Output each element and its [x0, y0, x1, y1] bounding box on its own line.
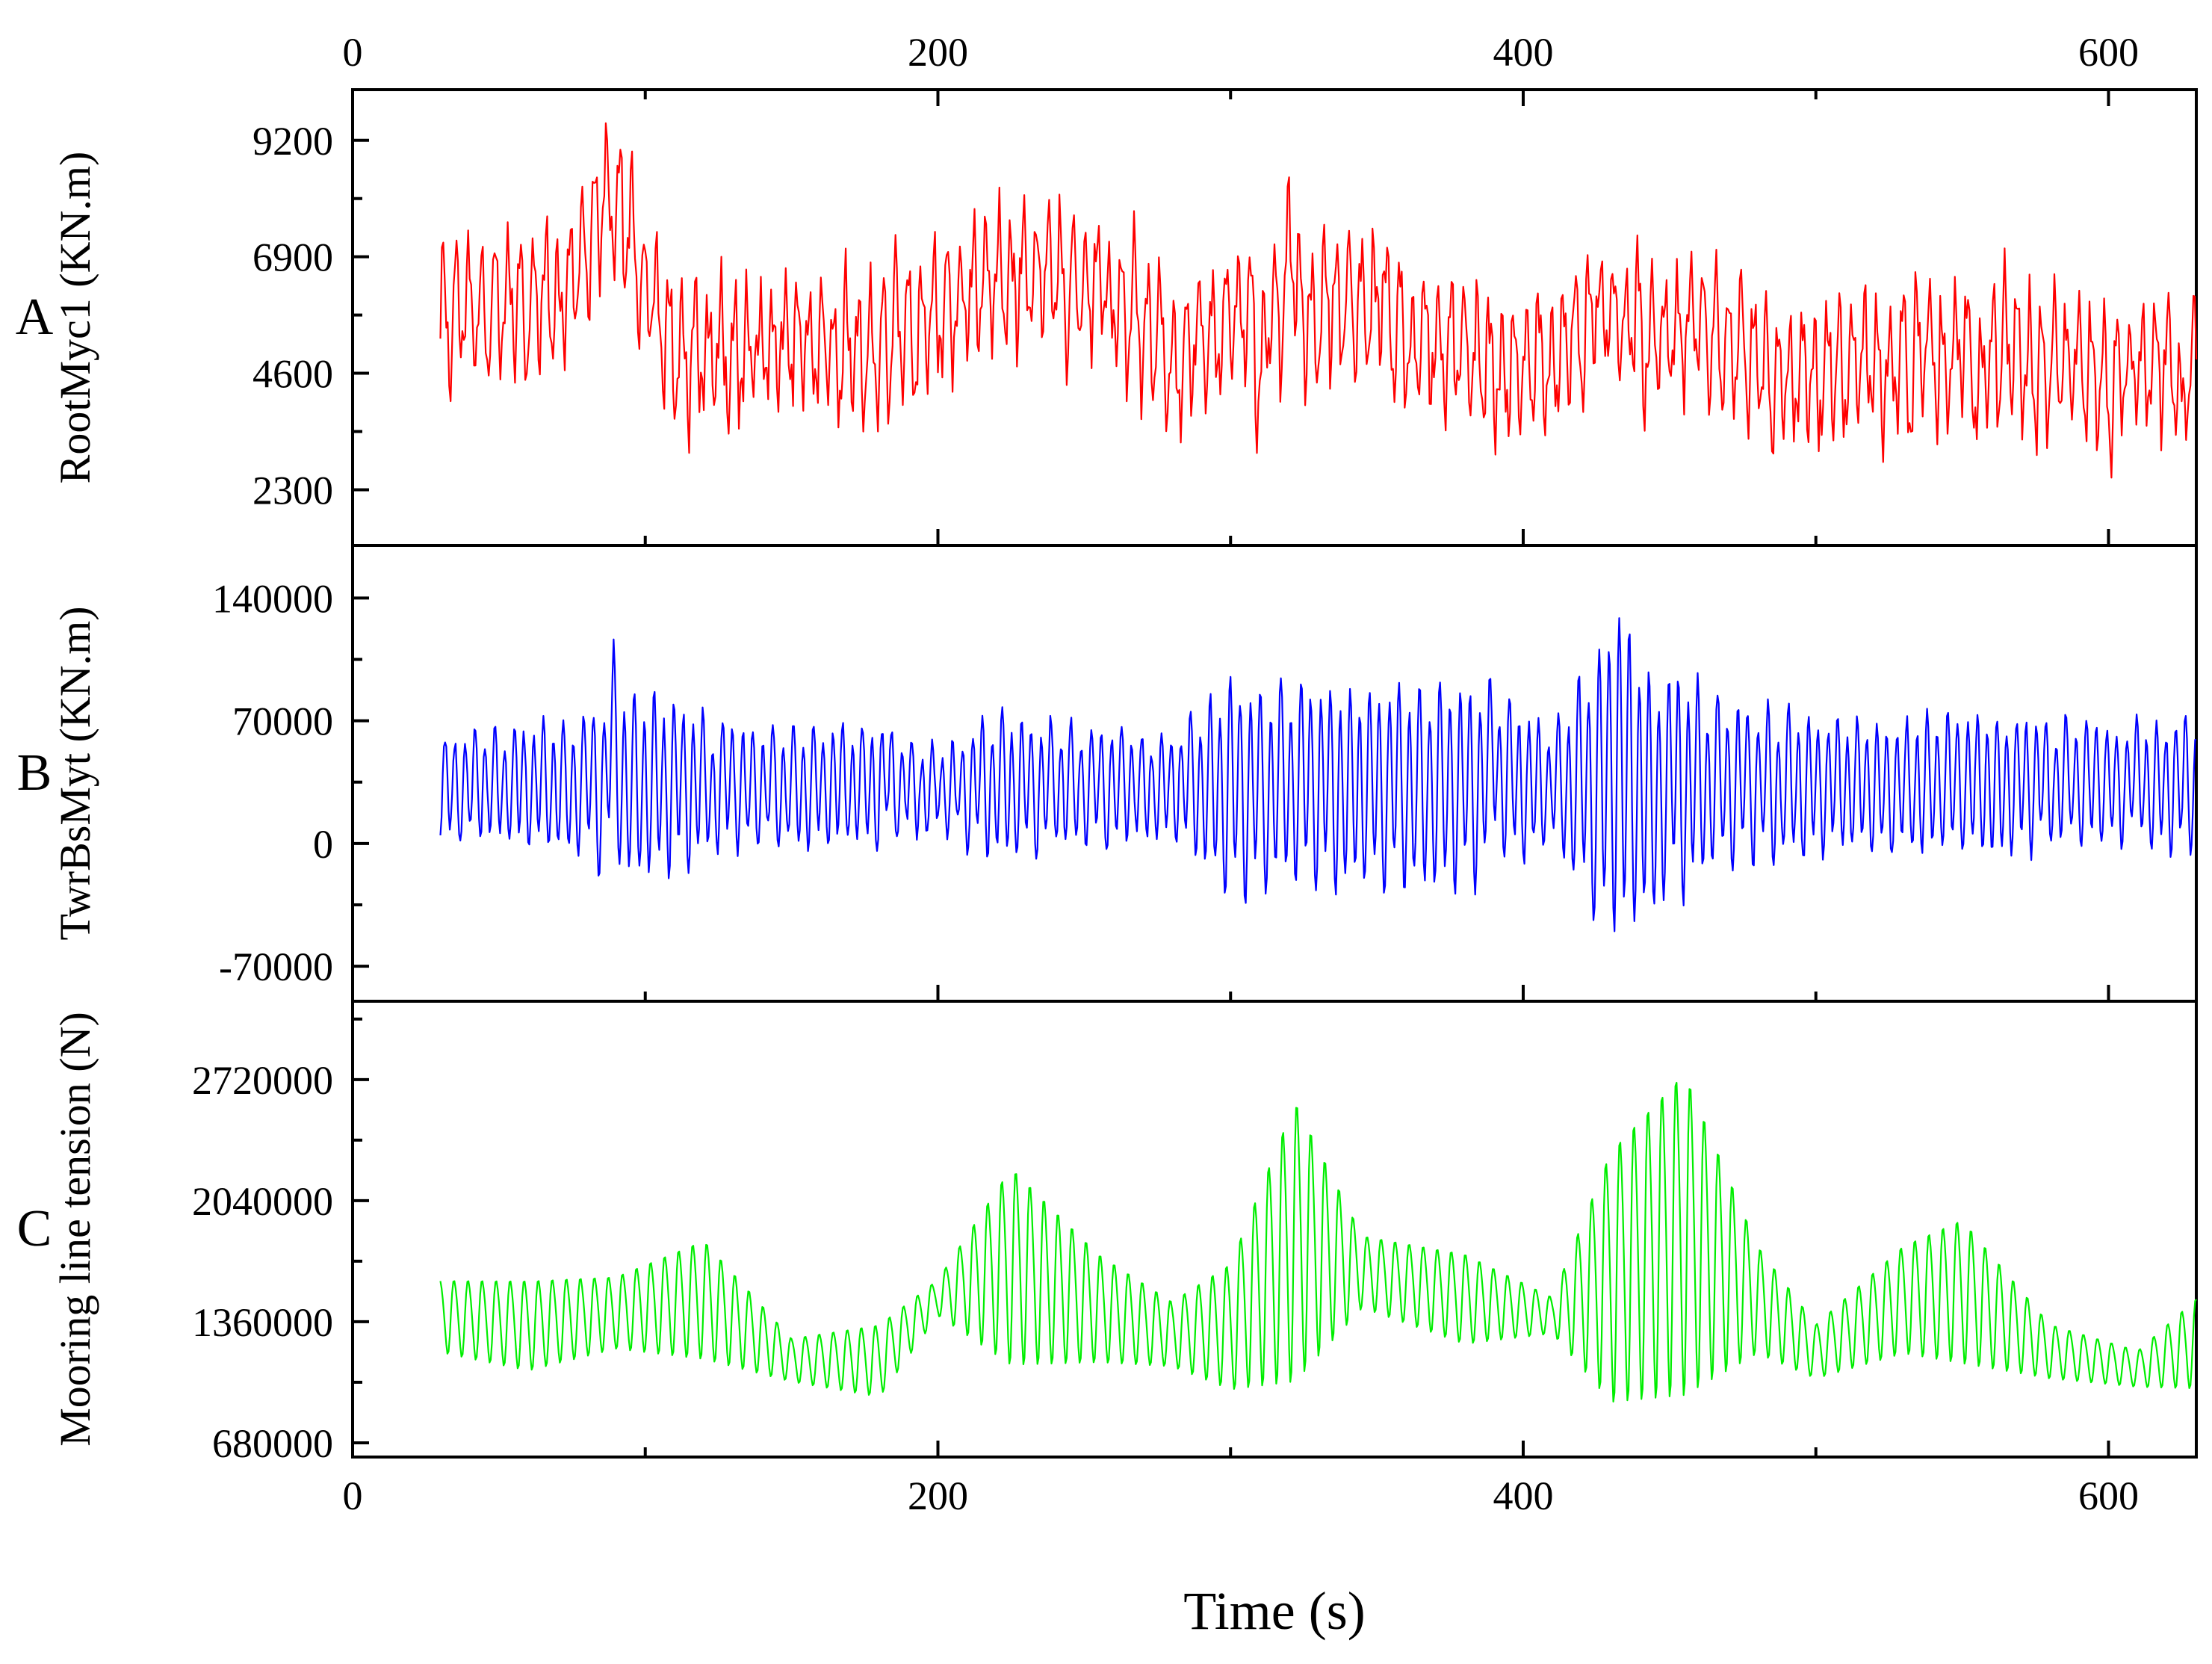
panel-C-y-axis-title: Mooring line tension (N) [51, 1012, 99, 1447]
top-x-tick-label-200: 200 [908, 30, 968, 75]
panel-A-y-tick-label: 6900 [253, 235, 333, 280]
bottom-x-tick-label-600: 600 [2078, 1473, 2139, 1518]
panel-B-y-tick-label: 70000 [232, 699, 333, 744]
panel-A-y-tick-label: 2300 [253, 468, 333, 513]
panel-letter-C: C [17, 1200, 52, 1258]
top-x-tick-label-600: 600 [2078, 30, 2139, 75]
bottom-x-tick-label-0: 0 [343, 1473, 363, 1518]
panel-letter-A: A [16, 288, 54, 346]
bottom-x-tick-label-200: 200 [908, 1473, 968, 1518]
panel-B-y-tick-label: -70000 [219, 944, 333, 989]
panel-C-y-tick-label: 2040000 [192, 1179, 333, 1224]
panel-letter-B: B [17, 744, 52, 802]
panel-C-y-tick-label: 2720000 [192, 1058, 333, 1103]
top-x-tick-label-400: 400 [1493, 30, 1553, 75]
panel-A-y-tick-label: 4600 [253, 352, 333, 397]
panel-C-series-line-0 [439, 1081, 2197, 1402]
panel-B-series-line-0 [439, 617, 2197, 932]
x-axis-title: Time (s) [1183, 1581, 1365, 1641]
panel-B-y-axis-title: TwrBsMyt (KN.m) [51, 606, 99, 940]
panel-B-y-tick-label: 0 [313, 822, 333, 867]
panel-C-y-tick-label: 1360000 [192, 1300, 333, 1345]
panel-A-y-tick-label: 9200 [253, 119, 333, 164]
panel-C-y-tick-label: 680000 [212, 1421, 333, 1466]
panel-B-y-tick-label: 140000 [212, 576, 333, 621]
panel-A-series-line-0 [439, 122, 2198, 479]
panel-C-frame [351, 1000, 2198, 1459]
panel-A-frame [351, 88, 2198, 547]
panel-B-frame [351, 544, 2198, 1003]
panel-A-y-axis-title: RootMyc1 (KN.m) [51, 152, 99, 484]
bottom-x-tick-label-400: 400 [1493, 1473, 1553, 1518]
top-x-tick-label-0: 0 [343, 30, 363, 75]
